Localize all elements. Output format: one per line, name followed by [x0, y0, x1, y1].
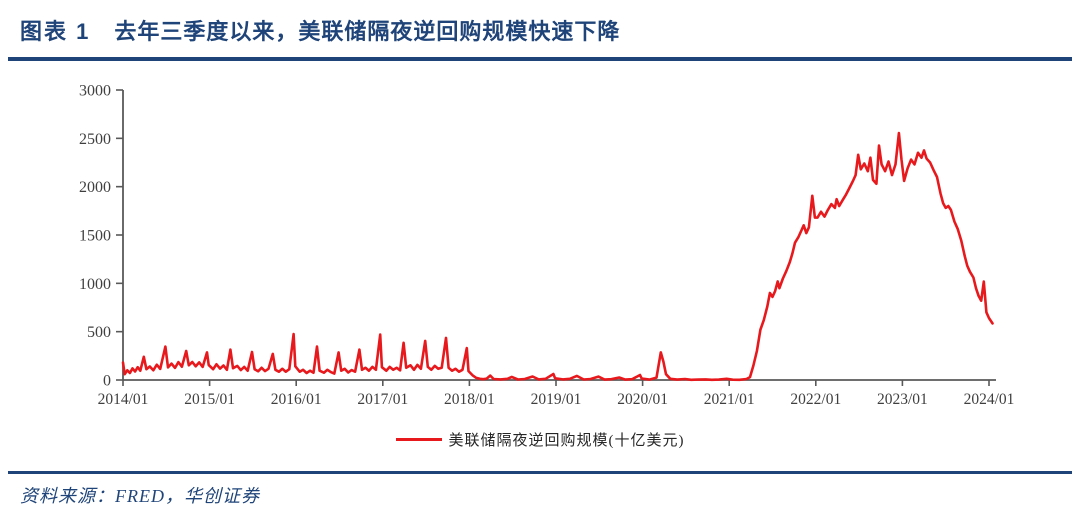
x-axis-tick-label: 2024/01 — [964, 391, 1015, 408]
chart-legend: 美联储隔夜逆回购规模(十亿美元) — [0, 429, 1080, 450]
y-axis-tick-label: 2500 — [79, 131, 111, 148]
source-note: 资料来源：FRED，华创证券 — [20, 486, 260, 506]
x-axis-tick-label: 2016/01 — [271, 391, 322, 408]
y-axis-tick-label: 1500 — [79, 228, 111, 245]
title-divider — [8, 57, 1072, 61]
y-axis-tick-label: 2000 — [79, 179, 111, 196]
footer-divider — [8, 471, 1072, 474]
series-line — [121, 131, 994, 382]
x-axis-tick-label: 2014/01 — [98, 391, 149, 408]
x-axis-tick-label: 2017/01 — [357, 391, 408, 408]
y-axis-tick-label: 500 — [87, 324, 111, 341]
legend-series-label: 美联储隔夜逆回购规模(十亿美元) — [448, 433, 685, 449]
figure-heading: 去年三季度以来，美联储隔夜逆回购规模快速下降 — [114, 19, 621, 44]
line-chart-canvas: 0 500 1000 1500 2000 2500 3000 2014/01 2015/01 20… — [79, 83, 1015, 409]
x-axis-tick-label: 2018/01 — [444, 391, 495, 408]
x-axis-tick-label: 2019/01 — [531, 391, 582, 408]
figure-label: 图表 1 — [20, 19, 91, 44]
figure-title: 图表 1 去年三季度以来，美联储隔夜逆回购规模快速下降 — [20, 14, 620, 46]
x-axis-tick-label: 2021/01 — [704, 391, 755, 408]
x-axis-tick-label: 2023/01 — [877, 391, 928, 408]
y-axis-tick-label: 1000 — [79, 276, 111, 293]
x-axis-tick-label: 2020/01 — [617, 391, 668, 408]
x-axis-tick-label: 2015/01 — [184, 391, 235, 408]
y-axis-tick-label: 0 — [103, 373, 111, 390]
legend-line-marker — [395, 438, 442, 441]
y-axis-tick-label: 3000 — [79, 83, 111, 100]
x-axis-tick-label: 2022/01 — [790, 391, 841, 408]
